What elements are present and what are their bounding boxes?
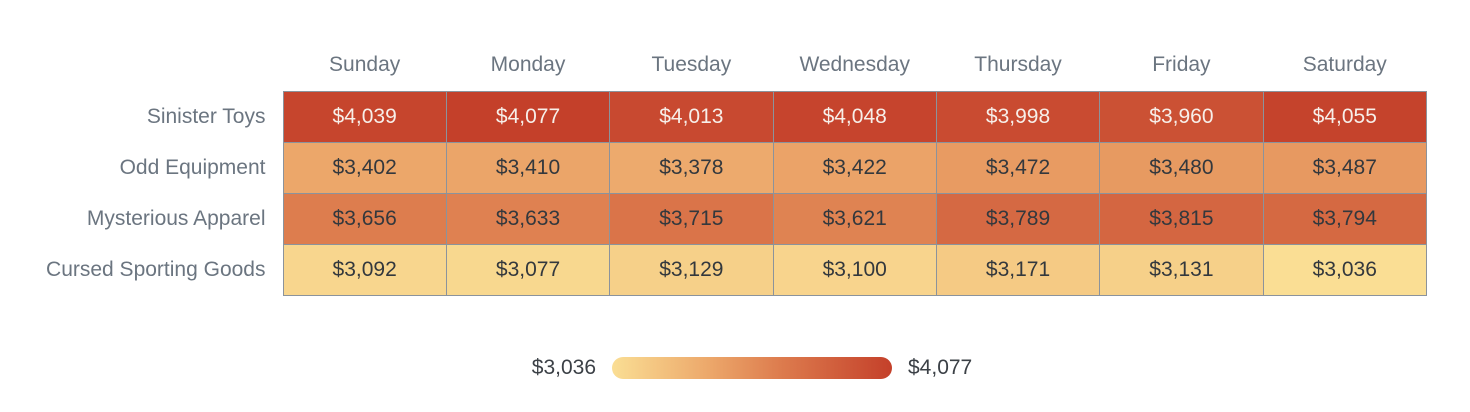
heatmap-cell[interactable]: $3,171	[935, 244, 1101, 296]
column-header-saturday: Saturday	[1302, 53, 1387, 76]
column-header-friday: Friday	[1152, 53, 1211, 76]
heatmap-row: Odd Equipment $3,402 $3,410 $3,378 $3,422 $3,…	[0, 142, 1428, 194]
heatmap-cell[interactable]: $3,100	[772, 244, 937, 296]
legend-min-label: $3,036	[531, 356, 596, 379]
heatmap-cell[interactable]: $3,715	[609, 193, 774, 245]
heatmap-cell[interactable]: $3,129	[609, 244, 774, 296]
heatmap-row: Sinister Toys $4,039 $4,077 $4,013 $4,048 $3,…	[0, 91, 1428, 143]
heatmap-cell[interactable]: $4,077	[445, 91, 611, 143]
heatmap-cell[interactable]: $4,039	[282, 91, 447, 143]
row-label-cursed-sporting-goods: Cursed Sporting Goods	[46, 258, 266, 281]
heatmap-cell[interactable]: $3,077	[445, 244, 611, 296]
heatmap-cell[interactable]: $3,422	[772, 142, 937, 194]
heatmap-cell[interactable]: $3,960	[1099, 91, 1264, 143]
column-header-wednesday: Wednesday	[799, 53, 910, 76]
heatmap-cell[interactable]: $3,480	[1099, 142, 1264, 194]
heatmap-header-row: Sunday Monday Tuesday Wednesday Thursday Frid…	[0, 0, 1427, 92]
heatmap-cell[interactable]: $3,998	[935, 91, 1101, 143]
heatmap-cell[interactable]: $3,036	[1262, 244, 1428, 296]
heatmap-cell[interactable]: $3,402	[282, 142, 447, 194]
heatmap-cell[interactable]: $3,131	[1099, 244, 1264, 296]
heatmap-cell[interactable]: $3,815	[1099, 193, 1264, 245]
heatmap-cell[interactable]: $3,789	[935, 193, 1101, 245]
heatmap-cell[interactable]: $3,410	[445, 142, 611, 194]
column-header-monday: Monday	[490, 53, 566, 76]
heatmap-cell[interactable]: $3,092	[282, 244, 447, 296]
heatmap-cell[interactable]: $3,656	[282, 193, 447, 245]
heatmap-cell[interactable]: $3,633	[445, 193, 611, 245]
heatmap-cell[interactable]: $4,048	[772, 91, 937, 143]
heatmap-cell[interactable]: $3,472	[935, 142, 1101, 194]
column-header-thursday: Thursday	[974, 53, 1062, 76]
heatmap-table: Sunday Monday Tuesday Wednesday Thursday Frid…	[0, 0, 1428, 296]
row-label-mysterious-apparel: Mysterious Apparel	[86, 207, 266, 230]
row-label-sinister-toys: Sinister Toys	[146, 105, 266, 128]
row-label-odd-equipment: Odd Equipment	[119, 156, 266, 179]
column-header-tuesday: Tuesday	[651, 53, 732, 76]
heatmap-cell[interactable]: $3,378	[609, 142, 774, 194]
legend-gradient-bar	[612, 357, 892, 379]
color-scale-legend: $3,036 $4,077	[17, 356, 1470, 380]
heatmap-cell[interactable]: $3,794	[1262, 193, 1428, 245]
heatmap-cell[interactable]: $3,621	[772, 193, 937, 245]
heatmap-cell[interactable]: $4,013	[609, 91, 774, 143]
heatmap-cell[interactable]: $3,487	[1262, 142, 1428, 194]
heatmap-row: Cursed Sporting Goods $3,092 $3,077 $3,129 $…	[0, 244, 1428, 296]
heatmap-cell[interactable]: $4,055	[1262, 91, 1428, 143]
heatmap-row: Mysterious Apparel $3,656 $3,633 $3,715 $3,6…	[0, 193, 1428, 245]
corner-spacer	[0, 0, 283, 92]
legend-max-label: $4,077	[908, 356, 973, 379]
column-header-sunday: Sunday	[329, 53, 401, 76]
